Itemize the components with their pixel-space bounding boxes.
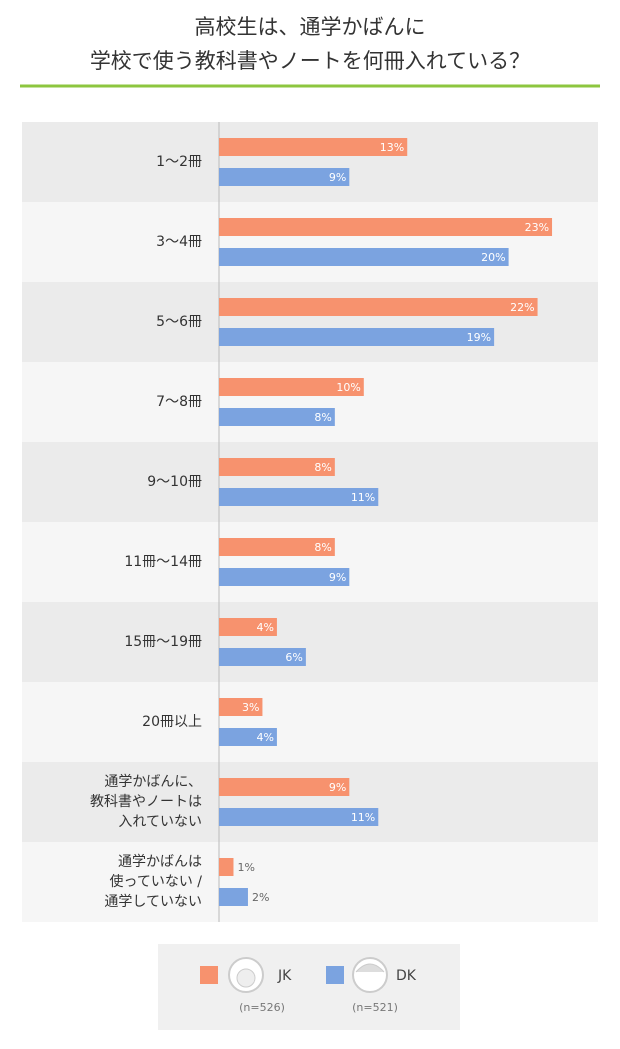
value-label: 10%: [336, 381, 360, 394]
value-label: 22%: [510, 301, 534, 314]
y-tick-label: 7〜8冊: [156, 394, 202, 410]
bar: [219, 298, 538, 316]
y-tick-label: 11冊〜14冊: [124, 554, 202, 570]
y-tick-label: 9〜10冊: [147, 474, 202, 490]
bar: [219, 858, 234, 876]
y-tick-label: 20冊以上: [142, 714, 202, 730]
row-band: [22, 602, 598, 682]
bar: [219, 218, 553, 236]
y-tick-label: 3〜4冊: [156, 234, 202, 250]
y-tick-label: 通学かばんに、: [104, 774, 202, 790]
bar: [219, 408, 335, 426]
row-band: [22, 122, 598, 202]
bar: [219, 698, 263, 716]
bar: [219, 458, 335, 476]
y-tick-label: 5〜6冊: [156, 314, 202, 330]
bar: [219, 538, 335, 556]
legend-label: JK: [277, 968, 292, 984]
bar: [219, 648, 306, 666]
y-tick-label: 使っていない /: [110, 873, 203, 890]
chart-title: 高校生は、通学かばんに: [195, 15, 426, 39]
y-tick-label: 通学かばんは: [118, 854, 202, 870]
value-label: 8%: [314, 541, 331, 554]
bar: [219, 328, 495, 346]
legend-note: (n=526): [239, 1001, 285, 1014]
value-label: 2%: [252, 891, 269, 904]
bar: [219, 378, 364, 396]
value-label: 4%: [256, 621, 273, 634]
value-label: 13%: [380, 141, 404, 154]
row-band: [22, 762, 598, 842]
legend-box: [158, 944, 460, 1030]
y-tick-label: 1〜2冊: [156, 154, 202, 170]
legend-swatch: [326, 966, 344, 984]
bar: [219, 488, 379, 506]
y-tick-label: 通学していない: [104, 894, 202, 910]
row-band: [22, 202, 598, 282]
value-label: 20%: [481, 251, 505, 264]
bar: [219, 138, 408, 156]
value-label: 11%: [351, 491, 375, 504]
row-band: [22, 842, 598, 922]
row-band: [22, 362, 598, 442]
value-label: 9%: [329, 781, 346, 794]
value-label: 23%: [525, 221, 549, 234]
row-band: [22, 682, 598, 762]
dk-icon: [352, 957, 388, 993]
bar: [219, 618, 277, 636]
value-label: 8%: [314, 411, 331, 424]
chart-title: 学校で使う教科書やノートを何冊入れている？: [90, 49, 530, 73]
bar: [219, 728, 277, 746]
legend-note: (n=521): [352, 1001, 398, 1014]
y-tick-label: 教科書やノートは: [90, 794, 202, 810]
value-label: 8%: [314, 461, 331, 474]
bar: [219, 888, 248, 906]
y-tick-label: 入れていない: [118, 814, 202, 830]
bar: [219, 808, 379, 826]
row-band: [22, 442, 598, 522]
value-label: 3%: [242, 701, 259, 714]
value-label: 6%: [285, 651, 302, 664]
row-band: [22, 282, 598, 362]
bar: [219, 248, 509, 266]
value-label: 19%: [467, 331, 491, 344]
value-label: 9%: [329, 171, 346, 184]
bar: [219, 168, 350, 186]
value-label: 4%: [256, 731, 273, 744]
row-band: [22, 522, 598, 602]
legend-label: DK: [396, 968, 417, 984]
value-label: 11%: [351, 811, 375, 824]
bar: [219, 568, 350, 586]
y-tick-label: 15冊〜19冊: [124, 634, 202, 650]
legend-swatch: [200, 966, 218, 984]
value-label: 9%: [329, 571, 346, 584]
value-label: 1%: [237, 861, 254, 874]
bar: [219, 778, 350, 796]
jk-icon: [228, 957, 264, 993]
